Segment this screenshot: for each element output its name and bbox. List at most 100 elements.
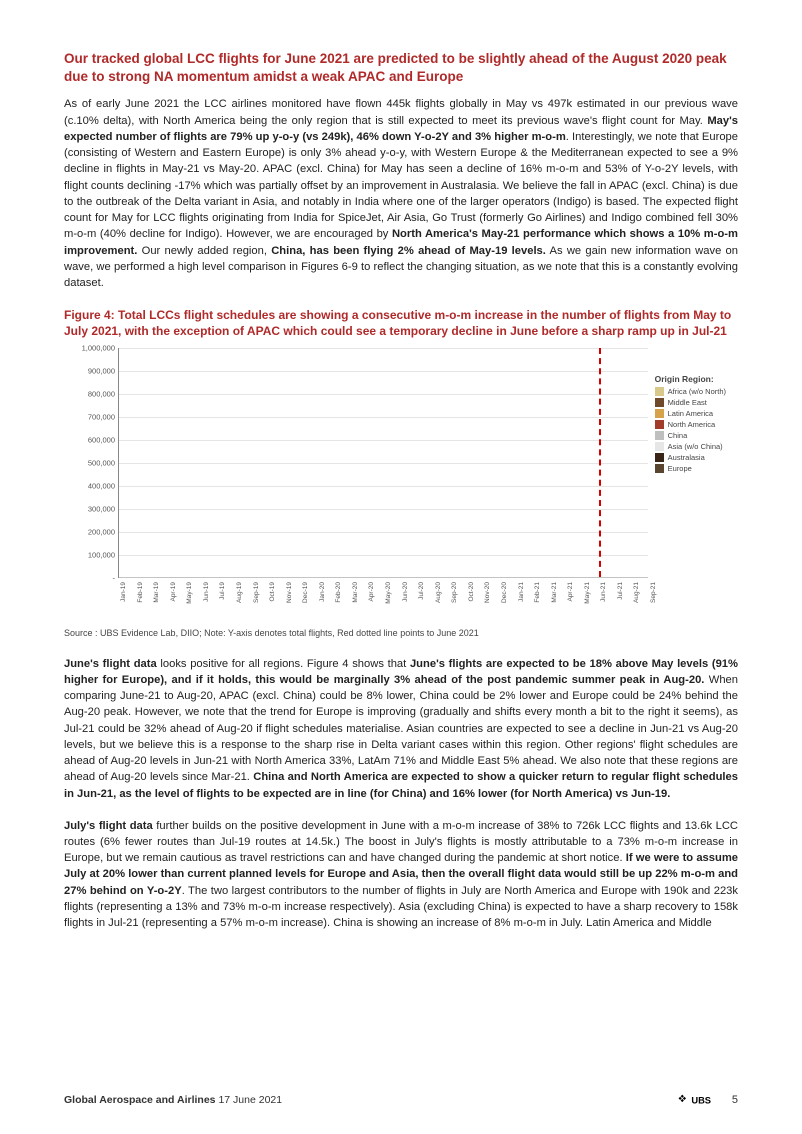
legend-label: Asia (w/o China) xyxy=(668,442,723,451)
y-tick-label: 200,000 xyxy=(67,527,115,536)
legend-swatch-icon xyxy=(655,442,664,451)
page-footer: Global Aerospace and Airlines 17 June 20… xyxy=(64,1092,738,1108)
paragraph-3: July's flight data further builds on the… xyxy=(64,818,738,932)
gridline xyxy=(119,555,648,556)
legend-label: Latin America xyxy=(668,409,713,418)
gridline xyxy=(119,394,648,395)
y-tick-label: - xyxy=(67,573,115,582)
x-tick-label: Feb-19 xyxy=(137,582,144,603)
legend-label: Australasia xyxy=(668,453,705,462)
x-tick-label: Nov-19 xyxy=(286,582,293,603)
p3-s1: July's flight data xyxy=(64,820,153,832)
x-tick-label: Jun-21 xyxy=(600,582,607,602)
legend-swatch-icon xyxy=(655,464,664,473)
x-tick-label: Dec-19 xyxy=(302,582,309,603)
x-tick-label: Sep-19 xyxy=(253,582,260,603)
legend-item: Europe xyxy=(655,464,726,473)
x-tick-label: Jul-20 xyxy=(418,582,425,600)
x-tick-label: May-21 xyxy=(584,582,591,604)
legend-label: North America xyxy=(668,420,716,429)
gridline xyxy=(119,440,648,441)
x-tick-label: May-20 xyxy=(385,582,392,604)
legend-item: North America xyxy=(655,420,726,429)
x-tick-label: Apr-19 xyxy=(170,582,177,602)
legend-title: Origin Region: xyxy=(655,374,726,384)
ubs-logo-icon: UBS xyxy=(678,1092,718,1108)
gridline xyxy=(119,348,648,349)
legend-item: Latin America xyxy=(655,409,726,418)
p2-s2: looks positive for all regions. Figure 4… xyxy=(157,658,410,670)
legend-item: Middle East xyxy=(655,398,726,407)
legend-item: Australasia xyxy=(655,453,726,462)
x-tick-label: Jul-19 xyxy=(219,582,226,600)
legend-item: China xyxy=(655,431,726,440)
x-tick-label: Nov-20 xyxy=(484,582,491,603)
y-tick-label: 900,000 xyxy=(67,366,115,375)
footer-right: UBS 5 xyxy=(678,1092,738,1108)
ubs-logo-text: UBS xyxy=(691,1095,711,1105)
chart-legend: Origin Region: Africa (w/o North) Middle … xyxy=(655,374,726,475)
x-tick-label: Feb-21 xyxy=(534,582,541,603)
section-title: Our tracked global LCC flights for June … xyxy=(64,50,738,86)
x-tick-label: Sep-20 xyxy=(451,582,458,603)
legend-label: Africa (w/o North) xyxy=(668,387,726,396)
y-tick-label: 400,000 xyxy=(67,481,115,490)
gridline xyxy=(119,371,648,372)
figure4-chart-wrap: -100,000200,000300,000400,000500,000600,… xyxy=(64,348,738,624)
p1-s5: Our newly added region, xyxy=(137,245,271,257)
x-tick-label: Mar-21 xyxy=(551,582,558,603)
x-tick-label: Aug-20 xyxy=(435,582,442,603)
x-tick-label: May-19 xyxy=(186,582,193,604)
y-tick-label: 700,000 xyxy=(67,412,115,421)
gridline xyxy=(119,509,648,510)
legend-swatch-icon xyxy=(655,431,664,440)
legend-swatch-icon xyxy=(655,387,664,396)
x-tick-label: Oct-19 xyxy=(269,582,276,602)
legend-label: China xyxy=(668,431,688,440)
x-tick-label: Jun-20 xyxy=(402,582,409,602)
figure4-source: Source : UBS Evidence Lab, DIIO; Note: Y… xyxy=(64,628,738,638)
gridline xyxy=(119,417,648,418)
footer-left: Global Aerospace and Airlines 17 June 20… xyxy=(64,1094,282,1106)
footer-title: Global Aerospace and Airlines xyxy=(64,1094,216,1106)
x-tick-label: Mar-19 xyxy=(153,582,160,603)
figure4-chart: -100,000200,000300,000400,000500,000600,… xyxy=(118,348,648,578)
x-tick-label: Jun-19 xyxy=(203,582,210,602)
gridline xyxy=(119,486,648,487)
legend-swatch-icon xyxy=(655,409,664,418)
x-tick-label: Aug-19 xyxy=(236,582,243,603)
legend-swatch-icon xyxy=(655,420,664,429)
x-tick-label: Sep-21 xyxy=(650,582,657,603)
y-tick-label: 800,000 xyxy=(67,389,115,398)
page-number: 5 xyxy=(732,1094,738,1106)
gridline xyxy=(119,532,648,533)
x-tick-label: Feb-20 xyxy=(335,582,342,603)
forecast-divider-line xyxy=(599,348,601,577)
y-tick-label: 300,000 xyxy=(67,504,115,513)
legend-swatch-icon xyxy=(655,453,664,462)
x-tick-label: Apr-21 xyxy=(567,582,574,602)
legend-swatch-icon xyxy=(655,398,664,407)
x-tick-label: Jan-19 xyxy=(120,582,127,602)
x-tick-label: Oct-20 xyxy=(468,582,475,602)
p1-s1: As of early June 2021 the LCC airlines m… xyxy=(64,98,738,126)
p2-s4: When comparing June-21 to Aug-20, APAC (… xyxy=(64,674,738,783)
x-tick-label: Mar-20 xyxy=(352,582,359,603)
legend-label: Europe xyxy=(668,464,692,473)
y-tick-label: 1,000,000 xyxy=(67,343,115,352)
legend-label: Middle East xyxy=(668,398,707,407)
x-tick-label: Jul-21 xyxy=(617,582,624,600)
y-tick-label: 100,000 xyxy=(67,550,115,559)
x-tick-label: Apr-20 xyxy=(368,582,375,602)
legend-item: Africa (w/o North) xyxy=(655,387,726,396)
x-axis-ticks: Jan-19 Feb-19 Mar-19 Apr-19 May-19 Jun-19 Jul-… xyxy=(118,580,648,620)
x-tick-label: Dec-20 xyxy=(501,582,508,603)
x-tick-label: Jan-21 xyxy=(518,582,525,602)
gridline xyxy=(119,463,648,464)
page: Our tracked global LCC flights for June … xyxy=(0,0,802,1134)
x-tick-label: Jan-20 xyxy=(319,582,326,602)
paragraph-2: June's flight data looks positive for al… xyxy=(64,656,738,802)
x-tick-label: Aug-21 xyxy=(633,582,640,603)
p1-s6: China, has been flying 2% ahead of May-1… xyxy=(271,245,546,257)
y-tick-label: 600,000 xyxy=(67,435,115,444)
